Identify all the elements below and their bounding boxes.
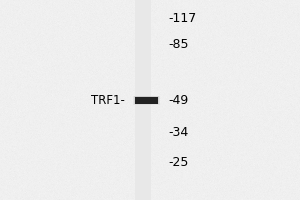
Bar — [134, 96, 159, 104]
Text: -25: -25 — [168, 156, 188, 170]
Text: -34: -34 — [168, 127, 188, 140]
Bar — [133, 96, 160, 104]
Bar — [135, 97, 158, 104]
Bar — [135, 0, 151, 200]
Text: -117: -117 — [168, 11, 196, 24]
Bar — [135, 97, 158, 104]
Text: TRF1-: TRF1- — [91, 94, 125, 106]
Text: -49: -49 — [168, 94, 188, 106]
Text: -85: -85 — [168, 38, 188, 51]
